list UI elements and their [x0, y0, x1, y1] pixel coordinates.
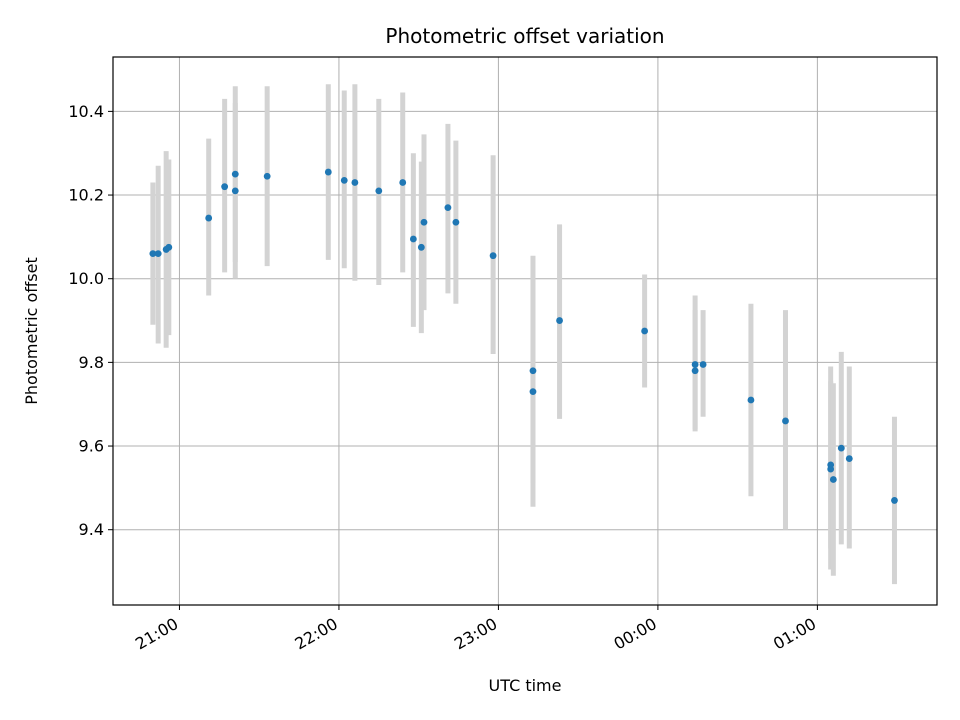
data-point	[641, 327, 649, 335]
grid-lines	[113, 57, 937, 605]
y-tick-label: 10.2	[68, 186, 104, 205]
data-point	[375, 187, 383, 195]
data-point	[837, 444, 845, 452]
data-point	[417, 243, 425, 251]
y-tick-label: 9.4	[79, 520, 104, 539]
data-point	[556, 317, 563, 324]
data-point	[699, 361, 707, 368]
data-point	[409, 235, 417, 243]
data-point	[489, 252, 497, 260]
data-point	[691, 361, 699, 368]
data-points	[149, 168, 898, 504]
y-tick-label: 9.8	[79, 353, 104, 372]
data-point	[231, 170, 239, 178]
y-axis-label: Photometric offset	[22, 257, 41, 405]
data-point	[691, 367, 699, 375]
data-point	[263, 172, 271, 180]
data-point	[165, 243, 173, 251]
data-point	[782, 417, 789, 425]
data-point	[444, 204, 452, 211]
plot-frame	[112, 56, 938, 606]
data-point	[891, 497, 898, 504]
data-point	[529, 388, 537, 396]
data-point	[340, 177, 348, 184]
data-point	[231, 187, 239, 195]
data-point	[420, 218, 428, 226]
data-point	[324, 168, 332, 176]
data-point	[827, 461, 835, 469]
data-point	[845, 455, 853, 462]
data-point	[351, 179, 359, 186]
data-point	[205, 214, 213, 222]
data-point	[452, 218, 460, 226]
data-point	[829, 476, 837, 483]
data-point	[399, 179, 407, 186]
data-point	[529, 367, 537, 375]
chart-title: Photometric offset variation	[385, 24, 664, 48]
data-point	[221, 183, 229, 191]
data-point	[149, 250, 157, 258]
data-point	[747, 396, 755, 404]
y-axis-ticks: 9.4 9.6 9.8 10.0 10.2 10.4	[68, 102, 113, 539]
y-tick-label: 10.0	[68, 269, 104, 288]
y-tick-label: 9.6	[79, 437, 104, 456]
y-tick-label: 10.4	[68, 102, 104, 121]
data-point	[154, 250, 162, 258]
x-axis-label: UTC time	[489, 676, 562, 695]
